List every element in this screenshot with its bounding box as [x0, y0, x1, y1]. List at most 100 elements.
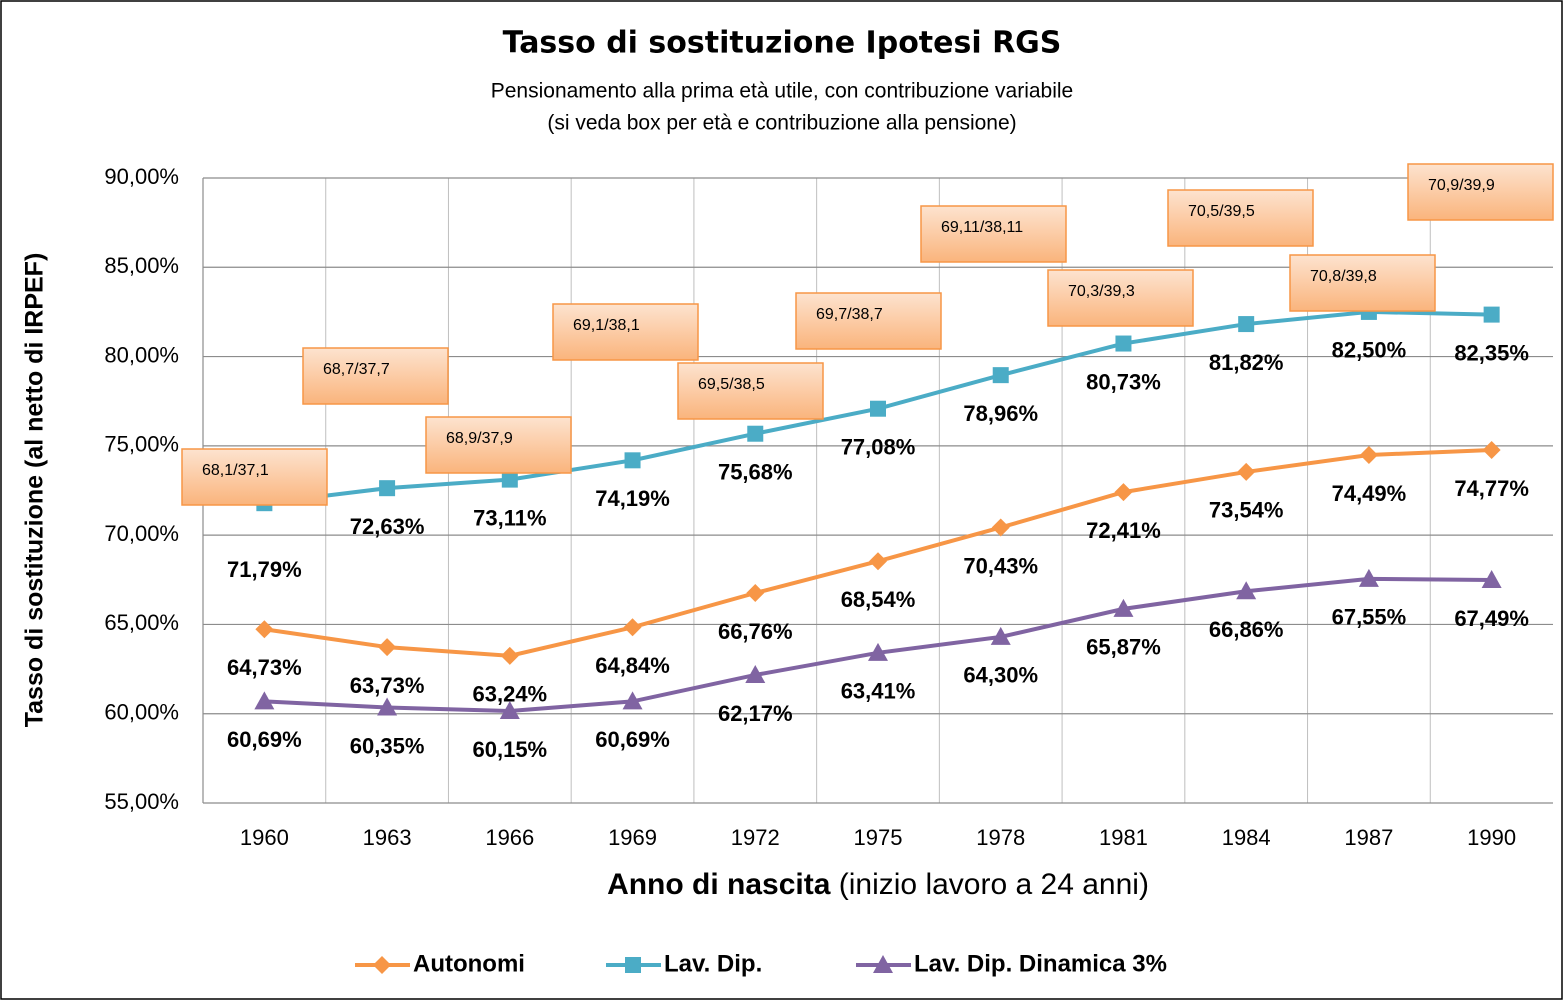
x-tick-label: 1966: [485, 825, 534, 850]
annotation-box: [302, 347, 449, 405]
legend-label: Lav. Dip.: [664, 950, 762, 977]
x-tick-label: 1963: [363, 825, 412, 850]
y-tick-label: 80,00%: [104, 342, 179, 367]
x-tick-label: 1960: [240, 825, 289, 850]
x-axis-label: Anno di nascita (inizio lavoro a 24 anni…: [607, 868, 1149, 901]
marker: [1237, 462, 1256, 481]
data-label: 82,50%: [1332, 338, 1407, 363]
annotation-box: [795, 292, 942, 350]
data-label: 72,41%: [1086, 518, 1161, 543]
annotation-text: 70,3/39,3: [1068, 283, 1135, 300]
legend-marker: [873, 955, 893, 973]
x-axis-label-note: (inizio lavoro a 24 anni): [839, 868, 1149, 901]
data-label: 63,73%: [350, 673, 425, 698]
data-label: 64,30%: [963, 663, 1038, 688]
marker: [1113, 598, 1134, 617]
legend-label: Lav. Dip. Dinamica 3%: [914, 950, 1167, 977]
data-label: 64,73%: [227, 655, 302, 680]
data-label: 66,86%: [1209, 617, 1284, 642]
marker: [747, 425, 764, 442]
data-label: 64,84%: [595, 653, 670, 678]
chart-title: Tasso di sostituzione Ipotesi RGS: [503, 26, 1062, 61]
data-label: 60,15%: [473, 737, 548, 762]
y-tick-label: 60,00%: [104, 700, 179, 725]
marker: [1482, 440, 1501, 459]
data-label: 78,96%: [963, 401, 1038, 426]
marker: [622, 691, 643, 710]
y-tick-label: 55,00%: [104, 789, 179, 814]
legend-label: Autonomi: [413, 950, 525, 977]
marker: [746, 584, 765, 602]
marker: [624, 452, 641, 469]
marker: [377, 697, 398, 716]
x-tick-label: 1972: [731, 825, 780, 850]
x-tick-label: 1981: [1099, 825, 1148, 850]
annotation-text: 69,5/38,5: [698, 376, 765, 393]
annotation-text: 68,7/37,7: [323, 361, 390, 378]
data-label: 68,54%: [841, 587, 916, 612]
data-label: 60,69%: [595, 727, 670, 752]
marker: [255, 620, 274, 639]
data-label: 77,08%: [841, 435, 916, 460]
legend-marker: [373, 956, 391, 974]
annotation-box: [677, 362, 824, 420]
marker: [254, 691, 275, 710]
marker: [379, 480, 396, 497]
annotation-box: [425, 416, 572, 474]
marker: [870, 400, 886, 417]
marker: [1115, 335, 1132, 352]
data-label: 70,43%: [963, 553, 1038, 578]
data-label: 75,68%: [718, 460, 793, 485]
marker: [1114, 483, 1133, 502]
data-label: 60,35%: [350, 733, 425, 758]
marker: [1238, 316, 1255, 333]
data-label: 62,17%: [718, 701, 793, 726]
x-tick-label: 1990: [1467, 825, 1516, 850]
annotation-text: 69,11/38,11: [941, 219, 1023, 236]
marker: [991, 518, 1010, 537]
marker: [869, 552, 887, 571]
annotation-text: 70,9/39,9: [1428, 177, 1495, 194]
x-tick-label: 1969: [608, 825, 657, 850]
data-label: 73,11%: [473, 505, 546, 530]
marker: [992, 367, 1009, 384]
data-label: 67,55%: [1332, 605, 1407, 630]
y-tick-label: 75,00%: [104, 432, 179, 457]
annotation-text: 70,8/39,8: [1310, 268, 1377, 285]
marker: [1481, 569, 1502, 588]
y-axis-label: Tasso di sostituzione (al netto di IRPEF…: [21, 253, 49, 728]
annotation-text: 68,9/37,9: [446, 430, 513, 447]
marker: [1236, 581, 1257, 600]
data-label: 74,77%: [1454, 476, 1529, 501]
data-label: 72,63%: [350, 514, 425, 539]
x-tick-label: 1978: [976, 825, 1025, 850]
y-tick-label: 70,00%: [104, 521, 179, 546]
marker: [623, 618, 642, 637]
annotation-box: [920, 205, 1067, 263]
data-label: 71,79%: [227, 557, 302, 582]
chart-subtitle: Pensionamento alla prima età utile, con …: [491, 80, 1074, 103]
annotation-box: [552, 303, 699, 361]
data-label: 67,49%: [1454, 606, 1529, 631]
marker: [1359, 445, 1378, 464]
annotation-box: [1047, 269, 1194, 327]
annotation-text: 70,5/39,5: [1188, 203, 1255, 220]
data-label: 66,76%: [718, 619, 793, 644]
data-label: 74,19%: [595, 486, 670, 511]
marker: [868, 642, 888, 661]
data-label: 81,82%: [1209, 350, 1284, 375]
data-label: 60,69%: [227, 727, 302, 752]
data-label: 80,73%: [1086, 369, 1161, 394]
marker: [500, 646, 519, 665]
annotation-box: [181, 448, 328, 506]
y-tick-label: 90,00%: [104, 164, 179, 189]
marker: [501, 471, 518, 488]
legend-marker: [625, 957, 641, 973]
marker: [1483, 306, 1500, 323]
y-tick-label: 85,00%: [104, 253, 179, 278]
annotation-box: [1167, 189, 1314, 247]
annotation-box: [1407, 163, 1554, 221]
x-tick-label: 1987: [1344, 825, 1393, 850]
y-tick-label: 65,00%: [104, 610, 179, 635]
